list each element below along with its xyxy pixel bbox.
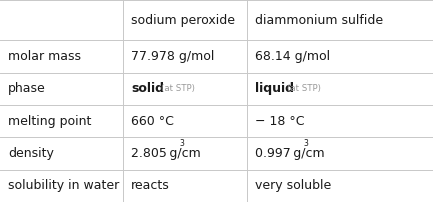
Text: 3: 3 (303, 139, 308, 148)
Text: 660 °C: 660 °C (131, 115, 174, 128)
Text: 2.805 g/cm: 2.805 g/cm (131, 147, 201, 160)
Text: molar mass: molar mass (8, 50, 81, 63)
Text: 77.978 g/mol: 77.978 g/mol (131, 50, 215, 63)
Text: solid: solid (131, 82, 164, 95)
Text: (at STP): (at STP) (287, 84, 321, 93)
Text: liquid: liquid (255, 82, 294, 95)
Text: − 18 °C: − 18 °C (255, 115, 304, 128)
Text: melting point: melting point (8, 115, 91, 128)
Text: reacts: reacts (131, 179, 170, 192)
Text: density: density (8, 147, 54, 160)
Text: diammonium sulfide: diammonium sulfide (255, 14, 383, 27)
Text: 3: 3 (180, 139, 184, 148)
Text: 0.997 g/cm: 0.997 g/cm (255, 147, 324, 160)
Text: sodium peroxide: sodium peroxide (131, 14, 235, 27)
Text: solubility in water: solubility in water (8, 179, 119, 192)
Text: 68.14 g/mol: 68.14 g/mol (255, 50, 330, 63)
Text: very soluble: very soluble (255, 179, 331, 192)
Text: phase: phase (8, 82, 45, 95)
Text: (at STP): (at STP) (161, 84, 194, 93)
